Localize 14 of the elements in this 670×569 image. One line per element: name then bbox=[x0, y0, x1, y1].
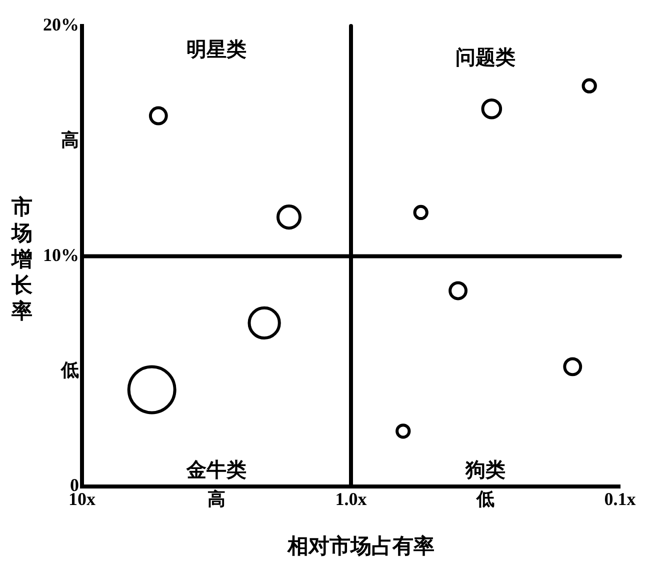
annotation: 狗类 bbox=[464, 459, 506, 482]
x-tick-label: 0.1x bbox=[604, 488, 636, 509]
annotation: 问题类 bbox=[456, 47, 516, 69]
y-tick-label: 10% bbox=[43, 244, 79, 265]
x-axis-title: 相对市场占有率 bbox=[286, 534, 434, 558]
y-tick-label: 高 bbox=[61, 130, 79, 150]
y-tick-label: 低 bbox=[60, 360, 79, 380]
x-tick-label: 低 bbox=[476, 488, 495, 509]
x-tick-label: 高 bbox=[208, 488, 226, 509]
x-tick-label: 1.0x bbox=[335, 488, 367, 509]
y-tick-label: 20% bbox=[43, 14, 79, 35]
annotation: 明星类 bbox=[186, 39, 246, 61]
y-axis-title: 市场增长率 bbox=[10, 195, 34, 324]
annotation: 金牛类 bbox=[186, 459, 246, 482]
